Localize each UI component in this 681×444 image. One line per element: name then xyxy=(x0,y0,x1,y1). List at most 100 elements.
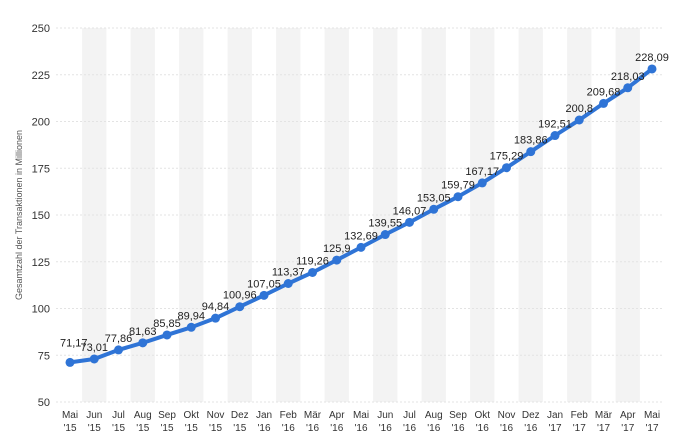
x-tick-label-month: Mär xyxy=(304,410,322,421)
y-tick-label: 225 xyxy=(32,70,50,82)
x-tick-label-month: Sep xyxy=(449,410,467,421)
x-tick-label-year: '16 xyxy=(330,423,343,434)
data-point[interactable] xyxy=(453,192,463,202)
y-axis-label: Gesamtzahl der Transaktionen in Millione… xyxy=(14,130,24,300)
column-band xyxy=(567,28,592,402)
data-label: 89,94 xyxy=(177,310,205,322)
x-tick-label-month: Jul xyxy=(112,410,125,421)
y-tick-label: 250 xyxy=(32,23,50,35)
data-point[interactable] xyxy=(477,178,487,188)
data-point[interactable] xyxy=(550,131,560,141)
x-tick-label-year: '16 xyxy=(427,423,440,434)
data-point[interactable] xyxy=(138,338,148,348)
data-label: 146,07 xyxy=(393,205,427,217)
data-label: 73,01 xyxy=(80,342,108,354)
data-label: 200,8 xyxy=(565,103,593,115)
x-tick-label-year: '16 xyxy=(282,423,295,434)
data-point[interactable] xyxy=(647,64,657,74)
data-labels: 71,1773,0177,8681,6385,8589,9494,84100,9… xyxy=(60,52,669,354)
x-tick-label-year: '16 xyxy=(257,423,270,434)
data-point[interactable] xyxy=(380,230,390,240)
x-tick-label-month: Okt xyxy=(474,410,490,421)
data-point[interactable] xyxy=(186,322,196,332)
data-point[interactable] xyxy=(308,267,317,277)
data-point[interactable] xyxy=(526,147,536,157)
x-tick-label-year: '16 xyxy=(500,423,513,434)
x-tick-label-month: Jun xyxy=(377,410,393,421)
data-label: 71,17 xyxy=(60,337,88,349)
data-point[interactable] xyxy=(162,330,172,340)
data-label: 209,68 xyxy=(587,86,621,98)
x-tick-label-year: '15 xyxy=(112,423,125,434)
data-label: 192,51 xyxy=(538,119,572,131)
column-band xyxy=(82,28,107,402)
data-point[interactable] xyxy=(356,242,366,252)
y-tick-label: 200 xyxy=(32,117,50,129)
x-tick-label-month: Okt xyxy=(183,410,199,421)
data-label: 228,09 xyxy=(635,52,669,64)
data-point[interactable] xyxy=(211,313,220,323)
column-band xyxy=(470,28,495,402)
x-tick-label-year: '17 xyxy=(573,423,586,434)
data-point[interactable] xyxy=(283,278,293,288)
data-label: 167,17 xyxy=(465,166,499,178)
x-tick-label-year: '16 xyxy=(403,423,416,434)
x-tick-label-month: Nov xyxy=(498,410,516,421)
x-tick-label-month: Nov xyxy=(207,410,225,421)
y-tick-label: 100 xyxy=(32,304,50,316)
gridlines xyxy=(56,27,664,403)
data-label: 119,26 xyxy=(296,255,329,267)
data-point[interactable] xyxy=(89,354,99,364)
x-tick-label-year: '16 xyxy=(306,423,319,434)
x-tick-label-month: Feb xyxy=(571,410,589,421)
x-tick-label-month: Jun xyxy=(86,410,102,421)
data-point[interactable] xyxy=(429,204,439,214)
x-tick-label-year: '16 xyxy=(524,423,537,434)
x-tick-label-year: '16 xyxy=(451,423,464,434)
data-label: 175,29 xyxy=(490,151,524,163)
x-tick-label-year: '17 xyxy=(645,423,658,434)
x-tick-label-month: Sep xyxy=(158,410,176,421)
data-label: 125,9 xyxy=(323,243,351,255)
data-point[interactable] xyxy=(332,255,342,265)
x-tick-label-year: '17 xyxy=(597,423,610,434)
data-point[interactable] xyxy=(114,345,123,355)
x-tick-label-year: '15 xyxy=(136,423,149,434)
data-label: 153,05 xyxy=(417,192,451,204)
data-label: 77,86 xyxy=(105,333,133,345)
data-point[interactable] xyxy=(502,163,511,173)
column-band xyxy=(227,28,252,402)
y-tick-label: 175 xyxy=(32,163,50,175)
data-label: 159,79 xyxy=(441,180,475,192)
x-tick-label-month: Dez xyxy=(522,410,540,421)
data-label: 132,69 xyxy=(344,230,378,242)
x-tick-label-year: '16 xyxy=(379,423,392,434)
data-label: 107,05 xyxy=(247,278,281,290)
x-tick-label-month: Mär xyxy=(595,410,613,421)
x-tick-label-month: Apr xyxy=(329,410,345,421)
x-tick-label-month: Aug xyxy=(425,410,443,421)
data-label: 100,96 xyxy=(223,290,257,302)
data-point[interactable] xyxy=(235,302,245,312)
data-point[interactable] xyxy=(65,357,75,367)
data-label: 94,84 xyxy=(202,301,230,313)
x-tick-label-month: Mai xyxy=(353,410,369,421)
x-tick-label-month: Jan xyxy=(547,410,563,421)
data-point[interactable] xyxy=(599,98,608,108)
data-point[interactable] xyxy=(259,290,269,300)
y-tick-label: 75 xyxy=(38,350,50,362)
x-tick-label-year: '15 xyxy=(63,423,76,434)
data-label: 81,63 xyxy=(129,326,157,338)
data-label: 218,03 xyxy=(611,71,645,83)
data-point[interactable] xyxy=(574,115,584,125)
x-tick-label-year: '15 xyxy=(209,423,222,434)
data-point[interactable] xyxy=(405,217,414,227)
column-band xyxy=(518,28,543,402)
y-tick-label: 125 xyxy=(32,257,50,269)
x-tick-label-year: '15 xyxy=(88,423,101,434)
data-point[interactable] xyxy=(623,83,633,93)
x-tick-label-year: '15 xyxy=(185,423,198,434)
x-tick-label-month: Dez xyxy=(231,410,249,421)
